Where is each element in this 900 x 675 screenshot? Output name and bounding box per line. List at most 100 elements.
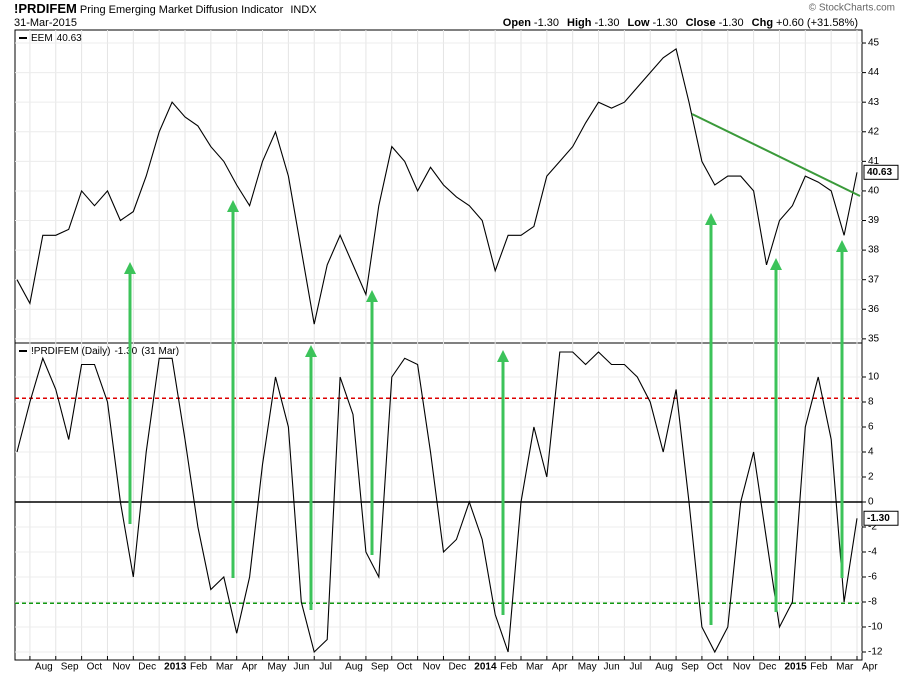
date: 31-Mar-2015 xyxy=(14,17,77,29)
arrow-head xyxy=(770,258,782,270)
y-tick-label: -10 xyxy=(868,622,883,633)
x-tick-label: Jul xyxy=(629,662,642,673)
y-tick-label: -12 xyxy=(868,647,883,658)
quote-label: High xyxy=(567,17,592,29)
y-tick-label: 37 xyxy=(868,274,880,285)
quote-label: Chg xyxy=(752,17,773,29)
x-tick-label: Apr xyxy=(242,662,258,673)
x-tick-label: Jun xyxy=(293,662,309,673)
legend-value: 40.63 xyxy=(57,33,82,44)
x-tick-label: Feb xyxy=(190,662,208,673)
quote: Open -1.30 High -1.30 Low -1.30 Close -1.30 Chg +… xyxy=(503,17,858,29)
trendline xyxy=(691,113,861,197)
x-tick-label: Aug xyxy=(35,662,53,673)
y-tick-label: 43 xyxy=(868,97,880,108)
exchange: INDX xyxy=(290,4,317,16)
legend-close: ) xyxy=(176,346,179,357)
x-tick-label: Jun xyxy=(604,662,620,673)
y-tick-label: 36 xyxy=(868,304,880,315)
last-value-box xyxy=(863,510,899,526)
quote-value: -1.30 xyxy=(653,17,678,29)
legend-open: ( xyxy=(141,346,145,357)
x-tick-label: Sep xyxy=(681,662,699,673)
legend-name: !PRDIFEM (Daily) xyxy=(31,346,110,357)
x-tick-label: Dec xyxy=(138,662,156,673)
quote-label: Open xyxy=(503,17,531,29)
y-tick-label: 41 xyxy=(868,156,880,167)
y-tick-label: 0 xyxy=(868,497,874,508)
x-tick-label: Dec xyxy=(448,662,466,673)
x-tick-label: Sep xyxy=(61,662,79,673)
y-tick-label: 4 xyxy=(868,447,874,458)
legend: !PRDIFEM (Daily) -1.30 (31 Mar) xyxy=(31,346,179,357)
x-tick-label: Jul xyxy=(319,662,332,673)
arrow-head xyxy=(124,262,136,274)
quote-value: +0.60 (+31.58%) xyxy=(776,17,858,29)
arrow-head xyxy=(366,290,378,302)
last-value-box xyxy=(863,164,899,180)
y-tick-label: -2 xyxy=(868,522,877,533)
x-tick-label: Feb xyxy=(810,662,828,673)
arrow-head xyxy=(227,200,239,212)
x-tick-label: Aug xyxy=(655,662,673,673)
quote-value: -1.30 xyxy=(594,17,619,29)
x-tick-label: Dec xyxy=(759,662,777,673)
x-tick-label: Aug xyxy=(345,662,363,673)
x-tick-label: Nov xyxy=(733,662,751,673)
x-tick-label: Apr xyxy=(862,662,878,673)
x-tick-label: Oct xyxy=(87,662,103,673)
arrow-head xyxy=(497,350,509,362)
x-tick-label: Sep xyxy=(371,662,389,673)
y-tick-label: 42 xyxy=(868,126,880,137)
arrow-head xyxy=(305,345,317,357)
y-tick-label: 10 xyxy=(868,372,880,383)
x-tick-label: Nov xyxy=(423,662,441,673)
copyright: © StockCharts.com xyxy=(809,3,895,14)
last-value-tag: 40.63 xyxy=(867,167,892,178)
header-line: !PRDIFEM Pring Emerging Market Diffusion… xyxy=(14,1,317,16)
legend: EEM 40.63 xyxy=(31,33,82,44)
quote-value: -1.30 xyxy=(719,17,744,29)
arrow-head xyxy=(705,213,717,225)
x-tick-label: Mar xyxy=(836,662,854,673)
y-tick-label: 2 xyxy=(868,472,874,483)
subtitle: Pring Emerging Market Diffusion Indicato… xyxy=(80,4,284,16)
x-tick-label: Feb xyxy=(500,662,518,673)
arrow-head xyxy=(836,240,848,252)
y-tick-label: 38 xyxy=(868,245,880,256)
y-tick-label: -8 xyxy=(868,597,877,608)
y-tick-label: 39 xyxy=(868,215,880,226)
series-line xyxy=(16,47,858,325)
x-tick-label: Nov xyxy=(112,662,130,673)
title: !PRDIFEM xyxy=(14,1,77,16)
x-tick-label: Oct xyxy=(707,662,723,673)
x-tick-label: 2015 xyxy=(784,662,807,673)
y-tick-label: 45 xyxy=(868,38,880,49)
quote-value: -1.30 xyxy=(534,17,559,29)
y-tick-label: -4 xyxy=(868,547,877,558)
x-tick-label: May xyxy=(578,662,597,673)
x-tick-label: 2013 xyxy=(164,662,187,673)
x-tick-label: May xyxy=(268,662,287,673)
y-tick-label: 6 xyxy=(868,422,874,433)
plot-frame xyxy=(14,29,863,661)
legend-name: EEM xyxy=(31,33,53,44)
y-tick-label: -6 xyxy=(868,572,877,583)
last-value-tag: -1.30 xyxy=(867,513,890,524)
quote-label: Low xyxy=(628,17,650,29)
legend-value: -1.30 xyxy=(114,346,137,357)
y-tick-label: 40 xyxy=(868,186,880,197)
x-tick-label: Mar xyxy=(526,662,544,673)
legend-date: 31 Mar xyxy=(145,346,177,357)
x-tick-label: Mar xyxy=(216,662,234,673)
series-line xyxy=(16,351,858,654)
y-tick-label: 44 xyxy=(868,67,880,78)
x-tick-label: Apr xyxy=(552,662,568,673)
x-tick-label: Oct xyxy=(397,662,413,673)
quote-label: Close xyxy=(686,17,716,29)
y-tick-label: 35 xyxy=(868,333,880,344)
x-tick-label: 2014 xyxy=(474,662,497,673)
y-tick-label: 8 xyxy=(868,397,874,408)
